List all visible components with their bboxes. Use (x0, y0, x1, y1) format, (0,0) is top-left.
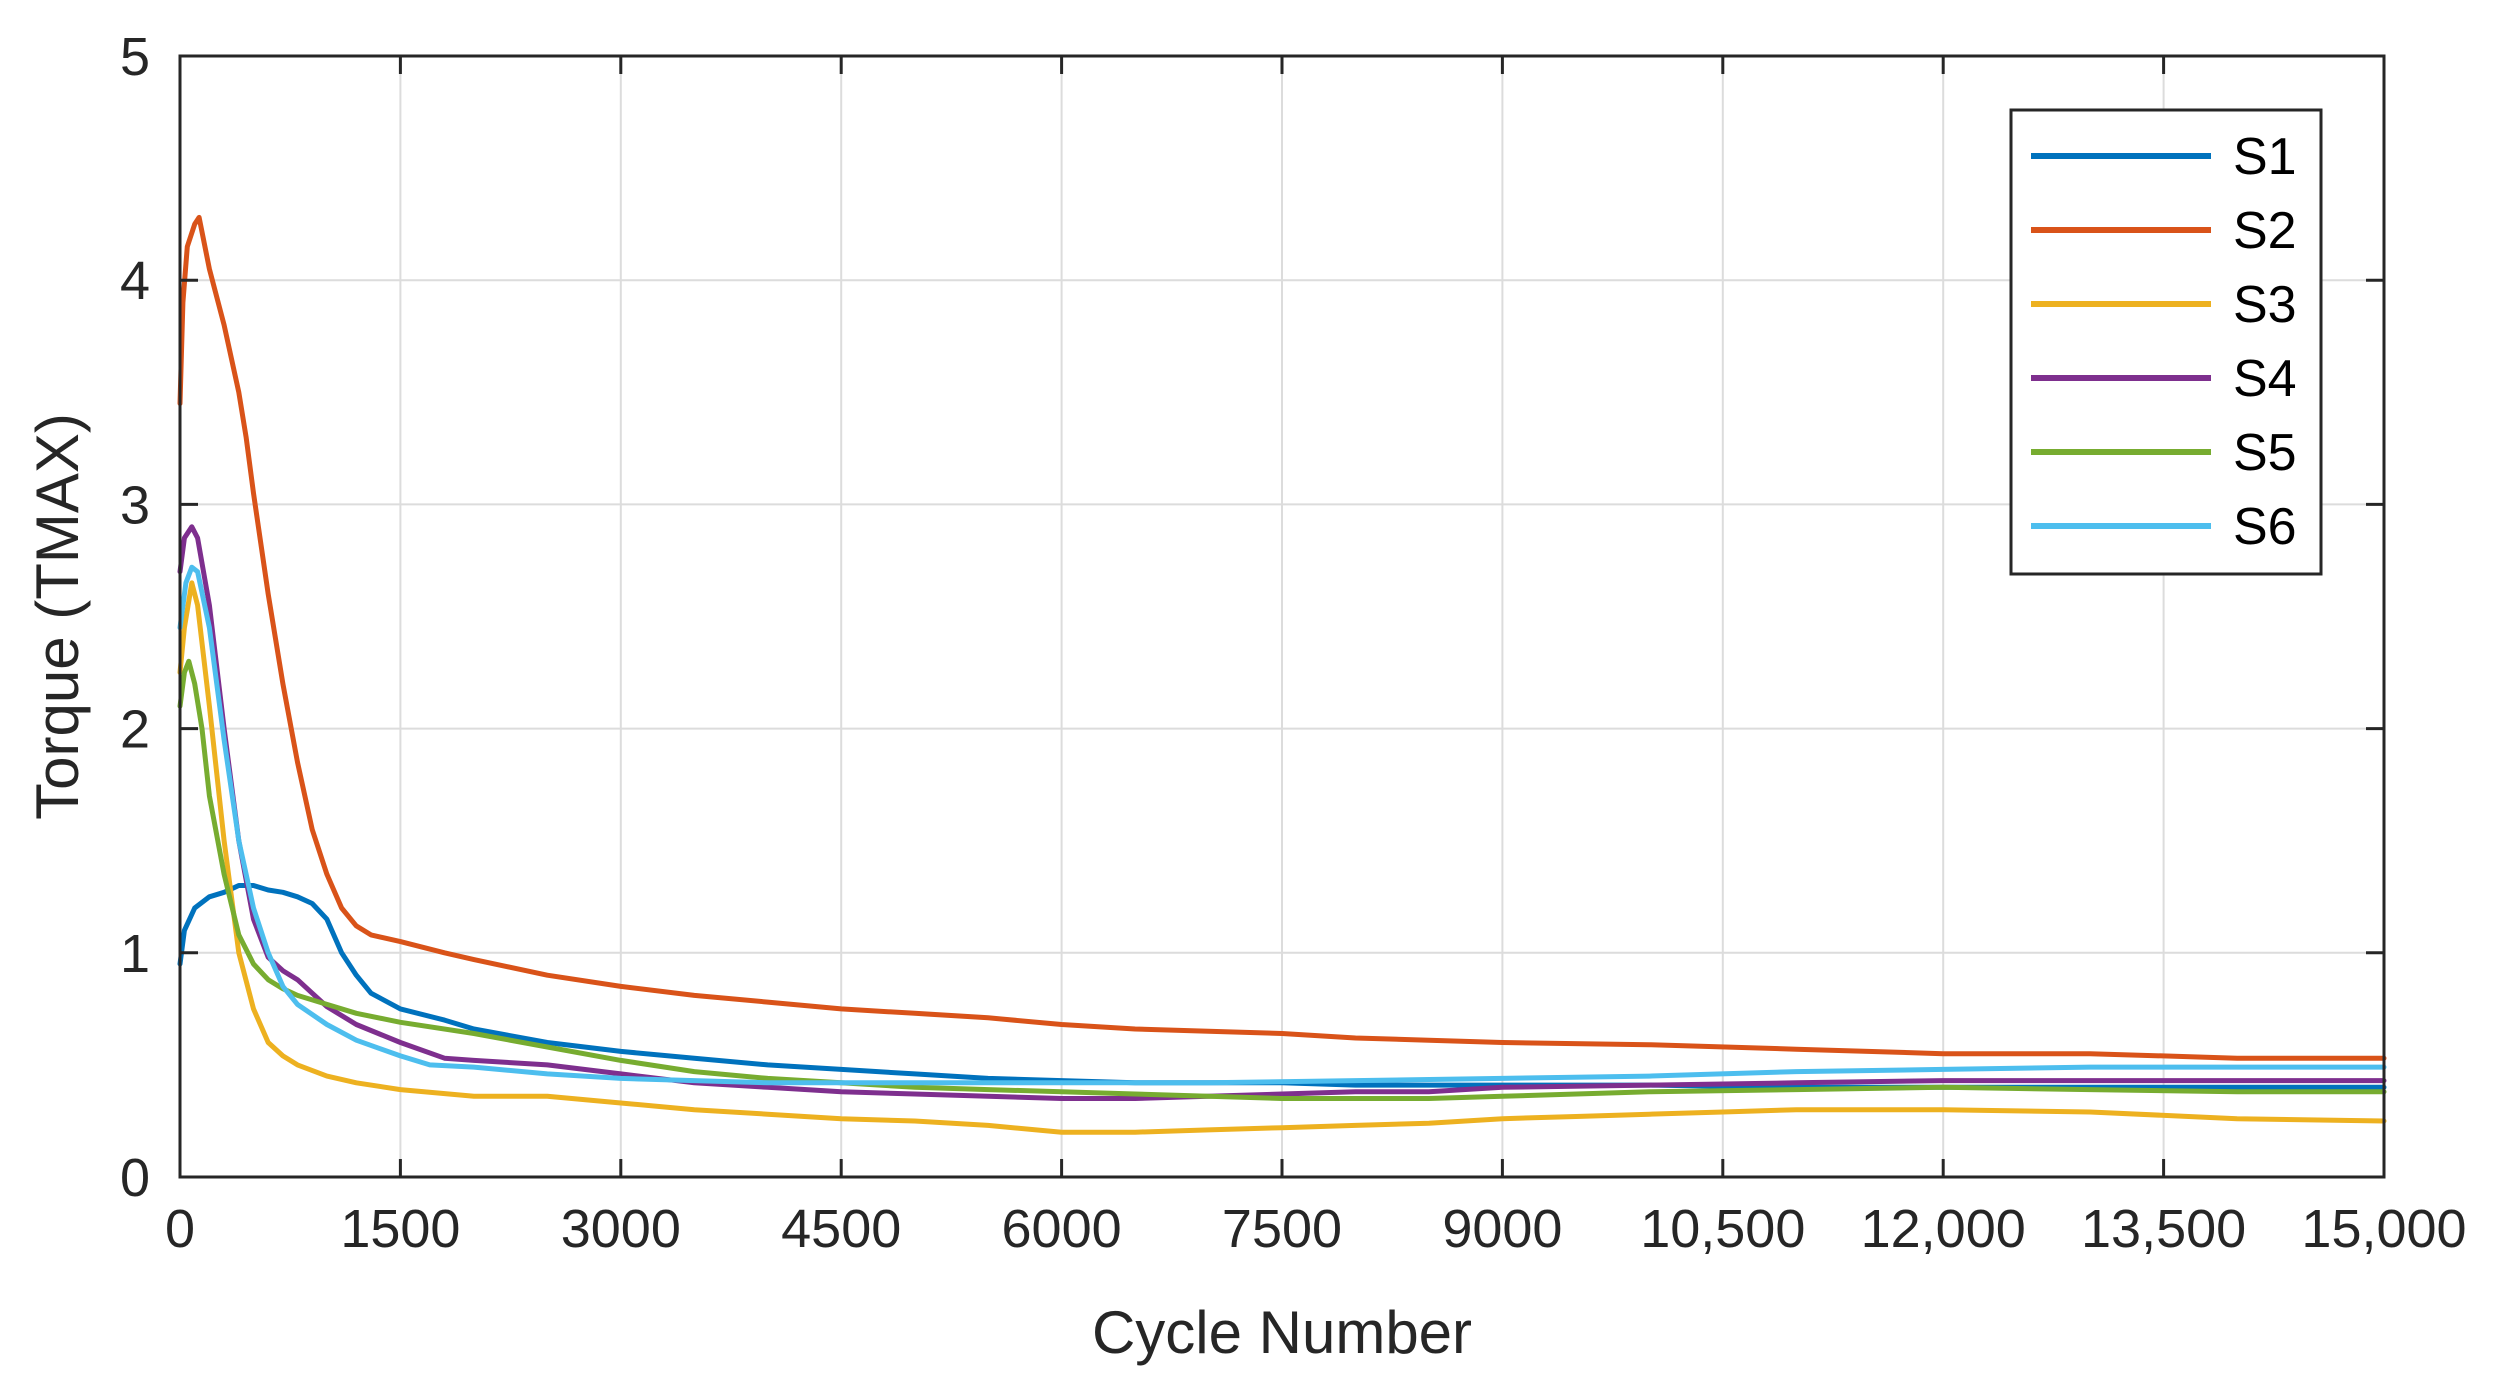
x-tick-label: 7500 (1222, 1199, 1342, 1259)
y-tick-label: 4 (120, 251, 150, 311)
x-tick-label: 10,500 (1640, 1199, 1805, 1259)
x-tick-label: 0 (165, 1199, 195, 1259)
y-axis-title: Torque (TMAX) (24, 413, 91, 820)
x-tick-label: 15,000 (2301, 1199, 2466, 1259)
y-tick-label: 0 (120, 1148, 150, 1208)
legend-label-s6: S6 (2233, 498, 2297, 556)
series-line-s6 (177, 564, 2387, 1086)
series-line-s3 (177, 580, 2387, 1135)
x-tick-label: 1500 (340, 1199, 460, 1259)
x-tick-label: 9000 (1442, 1199, 1562, 1259)
y-tick-label: 3 (120, 475, 150, 535)
legend: S1 S2 S3 S4 S5 S6 (2009, 108, 2323, 576)
tick-labels: 0 1500 3000 4500 6000 7500 9000 10,500 12,000 13,… (120, 27, 2467, 1259)
x-tick-label: 4500 (781, 1199, 901, 1259)
y-tick-label: 2 (120, 700, 150, 760)
y-tick-label: 1 (120, 924, 150, 984)
legend-label-s5: S5 (2233, 424, 2297, 482)
legend-label-s4: S4 (2233, 350, 2297, 408)
series-lines (177, 214, 2387, 1135)
x-tick-label: 12,000 (1861, 1199, 2026, 1259)
x-tick-label: 6000 (1002, 1199, 1122, 1259)
legend-box (2009, 108, 2323, 576)
legend-label-s3: S3 (2233, 276, 2297, 334)
y-tick-label: 5 (120, 27, 150, 87)
x-tick-label: 13,500 (2081, 1199, 2246, 1259)
series-line-s5 (177, 658, 2387, 1101)
x-tick-label: 3000 (561, 1199, 681, 1259)
axes (178, 54, 2386, 1179)
legend-label-s2: S2 (2233, 202, 2297, 260)
x-axis-title: Cycle Number (1092, 1299, 1472, 1366)
legend-label-s1: S1 (2233, 128, 2297, 186)
series-line-s2 (177, 214, 2387, 1061)
